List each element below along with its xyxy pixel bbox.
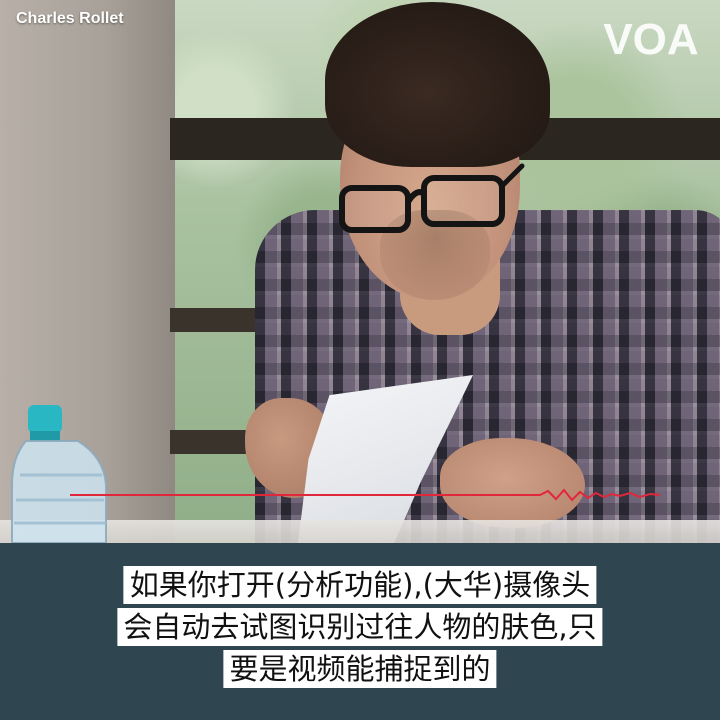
photographer-credit: Charles Rollet <box>16 10 124 27</box>
table <box>0 520 720 543</box>
caption-line-2: 会自动去试图识别过往人物的肤色,只 <box>117 608 603 646</box>
subtitle-caption: 如果你打开(分析功能),(大华)摄像头 会自动去试图识别过往人物的肤色,只 要是… <box>117 566 603 688</box>
audio-waveform-line <box>70 488 660 502</box>
subtitle-area: 如果你打开(分析功能),(大华)摄像头 会自动去试图识别过往人物的肤色,只 要是… <box>0 543 720 720</box>
water-bottle-icon <box>11 405 107 543</box>
caption-line-3: 要是视频能捕捉到的 <box>223 650 497 688</box>
photo-man-writing: Charles Rollet VOA <box>0 0 720 543</box>
hair <box>325 2 550 167</box>
glasses-icon <box>339 163 525 233</box>
voa-logo-icon: VOA <box>603 15 698 64</box>
caption-line-1: 如果你打开(分析功能),(大华)摄像头 <box>123 566 597 604</box>
voa-logo-text: VOA <box>603 15 698 64</box>
right-hand-writing <box>440 438 585 528</box>
